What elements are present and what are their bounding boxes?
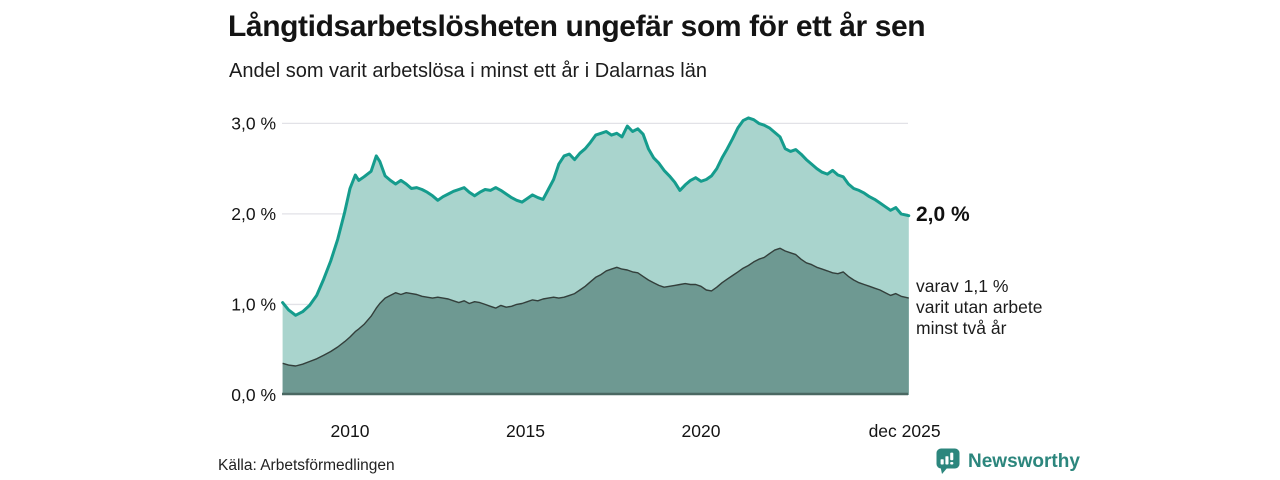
y-tick-label: 1,0 % bbox=[231, 294, 276, 314]
y-tick-label: 2,0 % bbox=[231, 204, 276, 224]
x-tick-label: 2010 bbox=[331, 421, 370, 441]
x-tick-label: 2020 bbox=[682, 421, 721, 441]
newsworthy-logo: Newsworthy bbox=[936, 448, 1080, 475]
annotation-line: minst två år bbox=[916, 318, 1007, 338]
chart-subtitle: Andel som varit arbetslösa i minst ett å… bbox=[229, 60, 707, 82]
line-total bbox=[281, 116, 911, 317]
page-title: Långtidsarbetslösheten ungefär som för e… bbox=[228, 10, 926, 43]
area-two-years bbox=[282, 248, 909, 395]
series-total-end-value: 2,0 % bbox=[916, 203, 970, 226]
newsworthy-wordmark: Newsworthy bbox=[968, 450, 1080, 472]
x-tick-label: 2015 bbox=[506, 421, 545, 441]
y-tick-label: 3,0 % bbox=[231, 113, 276, 133]
newsworthy-bubble-chart-icon bbox=[936, 448, 960, 474]
source-caption: Källa: Arbetsförmedlingen bbox=[218, 457, 395, 474]
x-tick-label: dec 2025 bbox=[869, 421, 941, 441]
line-two-years bbox=[282, 247, 909, 367]
annotation-line: varit utan arbete bbox=[916, 297, 1043, 317]
y-tick-label: 0,0 % bbox=[231, 385, 276, 405]
annotation-line: varav 1,1 % bbox=[916, 276, 1009, 296]
series-two-years-annotation: varav 1,1 % varit utan arbete minst två … bbox=[916, 276, 1042, 339]
